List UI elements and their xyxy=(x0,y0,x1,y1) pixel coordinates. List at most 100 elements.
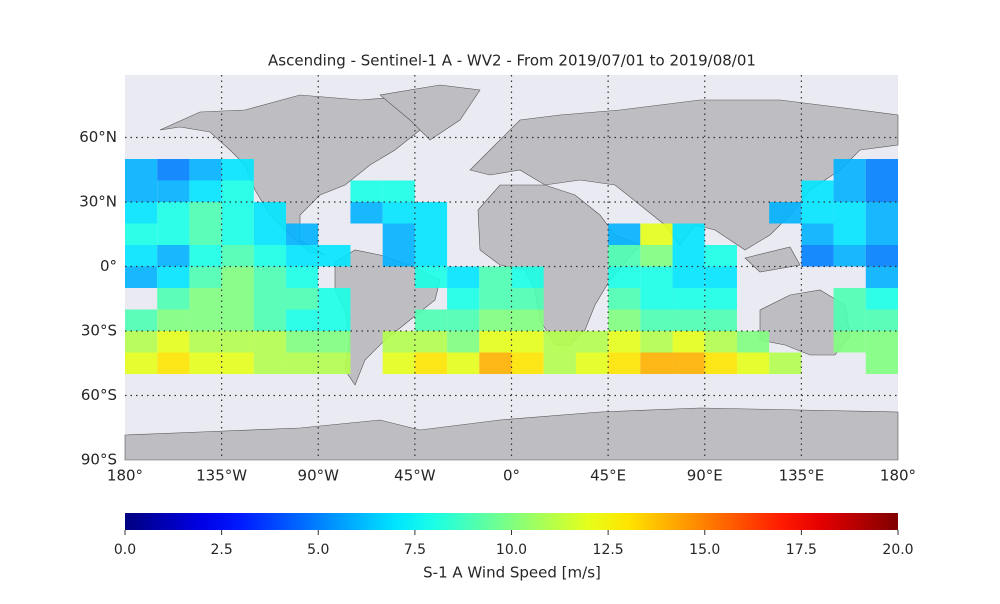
wind-cell xyxy=(189,331,222,353)
colorbar-tick-label: 17.5 xyxy=(786,542,817,558)
wind-cell xyxy=(157,245,190,267)
wind-cell xyxy=(672,266,705,288)
wind-cell xyxy=(769,202,802,224)
greenland xyxy=(379,84,481,141)
wind-cell xyxy=(447,288,480,310)
wind-cell xyxy=(704,352,737,374)
colorbar-tick-label: 7.5 xyxy=(404,542,426,558)
wind-cell xyxy=(221,245,254,267)
wind-cell xyxy=(189,223,222,245)
wind-cell xyxy=(221,180,254,202)
colorbar-label: S-1 A Wind Speed [m/s] xyxy=(423,564,601,582)
y-tick-label: 30°S xyxy=(81,322,117,340)
colorbar-tick-label: 0.0 xyxy=(114,542,136,558)
wind-cell xyxy=(865,331,898,353)
wind-cell xyxy=(801,202,834,224)
wind-cell xyxy=(511,352,544,374)
wind-cells xyxy=(125,159,898,374)
wind-cell xyxy=(125,223,158,245)
wind-cell xyxy=(704,309,737,331)
wind-cell xyxy=(640,288,673,310)
wind-cell xyxy=(608,223,641,245)
wind-cell xyxy=(253,331,287,353)
wind-cell xyxy=(479,331,512,353)
wind-cell xyxy=(640,245,673,267)
wind-cell xyxy=(414,331,448,353)
wind-cell xyxy=(511,331,544,353)
wind-cell xyxy=(125,331,158,353)
wind-cell xyxy=(479,288,512,310)
wind-cell xyxy=(125,202,158,224)
wind-cell xyxy=(736,331,770,353)
wind-cell xyxy=(382,202,415,224)
wind-cell xyxy=(672,352,705,374)
wind-cell xyxy=(125,180,158,202)
wind-cell xyxy=(736,352,770,374)
wind-cell xyxy=(221,352,254,374)
wind-cell xyxy=(608,331,641,353)
wind-cell xyxy=(157,202,190,224)
wind-cell xyxy=(608,288,641,310)
wind-cell xyxy=(414,266,448,288)
wind-cell xyxy=(833,331,866,353)
wind-cell xyxy=(704,266,737,288)
wind-cell xyxy=(608,309,641,331)
wind-cell xyxy=(833,309,866,331)
wind-cell xyxy=(865,309,898,331)
wind-cell xyxy=(253,223,287,245)
wind-cell xyxy=(704,245,737,267)
wind-cell xyxy=(125,266,158,288)
wind-cell xyxy=(833,223,866,245)
wind-cell xyxy=(286,223,319,245)
wind-cell xyxy=(318,331,351,353)
wind-cell xyxy=(286,245,319,267)
x-tick-label: 45°E xyxy=(590,467,626,485)
wind-cell xyxy=(382,223,415,245)
y-tick-label: 0° xyxy=(100,257,117,275)
wind-cell xyxy=(286,331,319,353)
x-tick-label: 135°E xyxy=(779,467,825,485)
wind-cell xyxy=(704,331,737,353)
wind-cell xyxy=(672,288,705,310)
wind-cell xyxy=(221,159,254,181)
wind-cell xyxy=(189,180,222,202)
wind-cell xyxy=(640,223,673,245)
x-tick-label: 135°W xyxy=(196,467,247,485)
wind-cell xyxy=(253,288,287,310)
x-tick-label: 180° xyxy=(107,467,143,485)
wind-cell xyxy=(833,180,866,202)
colorbar-tick-label: 15.0 xyxy=(689,542,720,558)
wind-cell xyxy=(414,202,448,224)
wind-cell xyxy=(286,266,319,288)
wind-cell xyxy=(157,288,190,310)
wind-cell xyxy=(865,180,898,202)
wind-cell xyxy=(865,288,898,310)
labels: 180° 135°W 90°W 45°W 0° 45°E 90°E 135°E 180°90°S… xyxy=(79,128,916,485)
wind-cell xyxy=(511,309,544,331)
wind-cell xyxy=(189,309,222,331)
wind-cell xyxy=(672,245,705,267)
wind-cell xyxy=(608,266,641,288)
wind-cell xyxy=(157,223,190,245)
y-tick-label: 30°N xyxy=(79,193,117,211)
colorbar xyxy=(125,513,898,530)
y-tick-label: 60°S xyxy=(81,386,117,404)
wind-cell xyxy=(318,288,351,310)
wind-cell xyxy=(253,352,287,374)
wind-cell xyxy=(157,180,190,202)
wind-cell xyxy=(350,180,383,202)
wind-cell xyxy=(221,266,254,288)
wind-cell xyxy=(125,159,158,181)
wind-cell xyxy=(672,309,705,331)
wind-cell xyxy=(157,159,190,181)
wind-cell xyxy=(253,266,287,288)
wind-cell xyxy=(640,266,673,288)
x-tick-label: 180° xyxy=(880,467,916,485)
grid xyxy=(125,75,898,460)
chart-title: Ascending - Sentinel-1 A - WV2 - From 20… xyxy=(268,52,756,70)
wind-cell xyxy=(672,331,705,353)
wind-cell xyxy=(125,245,158,267)
wind-cell xyxy=(253,202,287,224)
x-tick-label: 45°W xyxy=(394,467,436,485)
wind-cell xyxy=(865,223,898,245)
